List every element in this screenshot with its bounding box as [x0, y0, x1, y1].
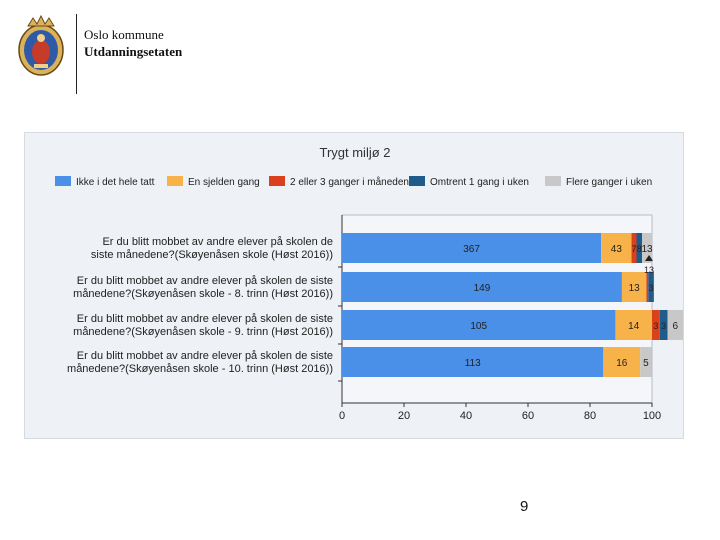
- bar-data-label: 7: [632, 244, 637, 254]
- annotation-marker: [645, 255, 653, 261]
- bar-data-label: 105: [470, 321, 487, 332]
- bar-data-label: 3: [661, 321, 666, 331]
- bar-segment: [659, 310, 668, 340]
- legend-swatch: [55, 176, 71, 186]
- bar-segment: [646, 272, 649, 302]
- header-divider: [76, 14, 77, 94]
- annotation-label: 13: [644, 265, 654, 275]
- x-tick-label: 100: [643, 410, 661, 422]
- bar-segment: [636, 233, 643, 263]
- bar-segment: [342, 233, 602, 263]
- x-tick-label: 0: [339, 410, 345, 422]
- legend-swatch: [545, 176, 561, 186]
- category-label: siste månedene?(Skøyenåsen skole (Høst 2…: [91, 249, 333, 261]
- legend-label: Omtrent 1 gang i uken: [430, 177, 529, 188]
- bar-segment: [642, 233, 652, 263]
- legend-label: En sjelden gang: [188, 177, 260, 188]
- bar-data-label: 14: [628, 321, 640, 332]
- bar-segment: [667, 310, 683, 340]
- x-tick-label: 20: [398, 410, 410, 422]
- organization-header: Oslo kommune Utdanningsetaten: [84, 26, 182, 60]
- bar-segment: [648, 272, 654, 302]
- page-number: 9: [520, 498, 529, 515]
- org-name: Oslo kommune: [84, 27, 164, 42]
- category-label: månedene?(Skøyenåsen skole - 8. trinn (H…: [73, 288, 333, 300]
- bar-data-label: 113: [465, 358, 481, 369]
- x-tick-label: 40: [460, 410, 472, 422]
- bar-data-label: 13: [629, 283, 641, 294]
- bar-data-label: 43: [611, 244, 623, 255]
- bar-segment: [601, 233, 632, 263]
- chart-title: Trygt miljø 2: [319, 145, 390, 160]
- legend-label: Flere ganger i uken: [566, 177, 652, 188]
- category-label: månedene?(Skøyenåsen skole - 10. trinn (…: [67, 363, 333, 375]
- bar-segment: [342, 347, 604, 377]
- bar-segment: [621, 272, 647, 302]
- category-label: Er du blitt mobbet av andre elever på sk…: [77, 350, 333, 362]
- bar-segment: [342, 272, 622, 302]
- legend-label: Ikke i det hele tatt: [76, 177, 155, 188]
- category-label: Er du blitt mobbet av andre elever på sk…: [102, 236, 333, 248]
- stacked-bar-chart: Trygt miljø 2 Ikke i det hele tatt En sjel…: [55, 145, 683, 422]
- bar-data-label: 5: [643, 358, 649, 369]
- bar-segment: [342, 310, 616, 340]
- x-tick-label: 60: [522, 410, 534, 422]
- oslo-coat-of-arms-logo: [14, 14, 68, 80]
- bar-data-label: 8: [637, 244, 642, 254]
- legend-label: 2 eller 3 ganger i måneden: [290, 176, 409, 188]
- category-label: Er du blitt mobbet av andre elever på sk…: [77, 313, 333, 325]
- bar-segment: [640, 347, 652, 377]
- legend-swatch: [167, 176, 183, 186]
- category-label: månedene?(Skøyenåsen skole - 9. trinn (H…: [73, 326, 333, 338]
- bar-data-label: 3: [649, 283, 654, 293]
- category-label: Er du blitt mobbet av andre elever på sk…: [77, 275, 333, 287]
- bar-data-label: 367: [463, 244, 480, 255]
- bar-segment: [603, 347, 641, 377]
- bar-data-label: 13: [641, 244, 653, 255]
- legend-swatch: [269, 176, 285, 186]
- bar-segment: [652, 310, 660, 340]
- legend-swatch: [409, 176, 425, 186]
- bar-data-label: 149: [474, 283, 491, 294]
- bar-data-label: 3: [653, 321, 658, 331]
- bar-data-label: 16: [616, 358, 628, 369]
- bar-data-label: 6: [672, 321, 678, 332]
- bar-segment: [615, 310, 652, 340]
- chart-panel: Trygt miljø 2 Ikke i det hele tatt En sjel…: [24, 132, 684, 439]
- x-tick-label: 80: [584, 410, 596, 422]
- bar-segment: [631, 233, 637, 263]
- department-name: Utdanningsetaten: [84, 44, 183, 59]
